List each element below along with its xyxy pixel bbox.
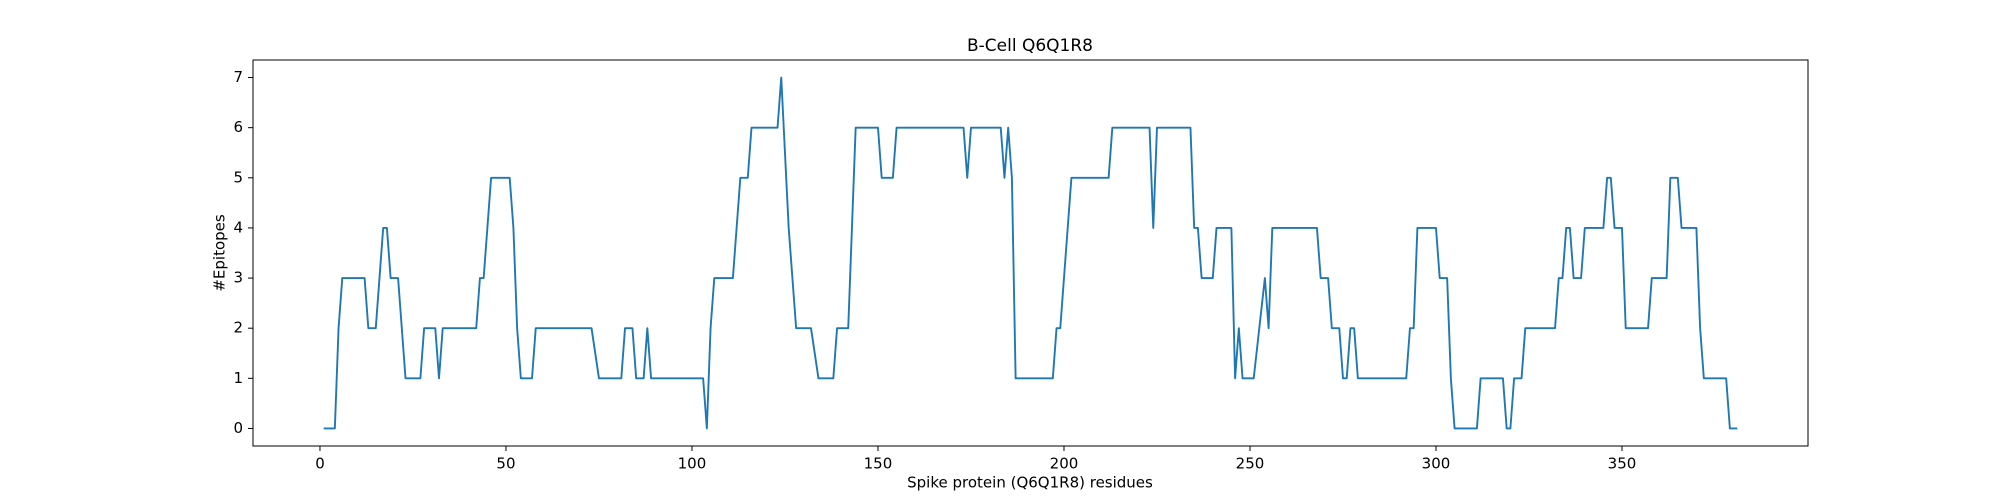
x-tick-label: 150	[864, 455, 893, 473]
y-tick-label: 5	[233, 168, 243, 186]
x-tick-label: 50	[496, 455, 515, 473]
y-tick-label: 0	[233, 419, 243, 437]
y-tick-label: 1	[233, 369, 243, 387]
x-tick-label: 350	[1608, 455, 1637, 473]
y-tick-label: 7	[233, 68, 243, 86]
y-tick-label: 3	[233, 269, 243, 287]
y-tick-label: 4	[233, 218, 243, 236]
x-axis-label: Spike protein (Q6Q1R8) residues	[907, 474, 1153, 492]
x-tick-label: 100	[678, 455, 707, 473]
plot-frame	[252, 59, 1809, 447]
x-tick-label: 250	[1236, 455, 1265, 473]
chart-title: B-Cell Q6Q1R8	[967, 36, 1093, 56]
y-axis-label: #Epitopes	[211, 214, 229, 292]
x-tick-label: 200	[1050, 455, 1079, 473]
y-tick-label: 6	[233, 118, 243, 136]
x-tick-label: 300	[1422, 455, 1451, 473]
x-tick-label: 0	[315, 455, 325, 473]
y-tick-label: 2	[233, 319, 243, 337]
data-line	[323, 76, 1738, 430]
